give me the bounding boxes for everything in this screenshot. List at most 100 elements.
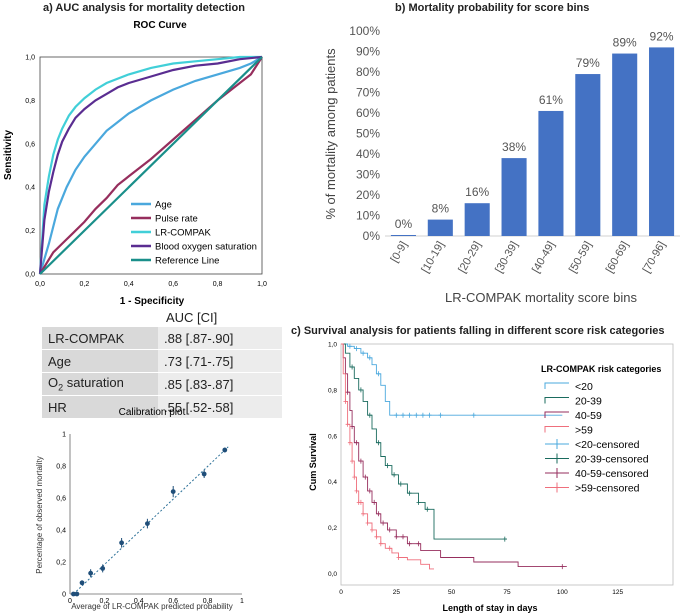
survival-plot-background <box>340 343 674 586</box>
bar-ylabel: % of mortality among patients <box>323 48 338 220</box>
survival-legend-label: >59 <box>575 425 593 437</box>
roc-ytick-label: 0,6 <box>25 141 35 148</box>
calibration-ytick-label: 1 <box>62 432 66 439</box>
bar-0-9 <box>390 235 416 236</box>
bar-value-label: 61% <box>539 93 563 107</box>
bar-ytick-label: 20% <box>356 188 380 202</box>
survival-censor-mark <box>407 412 412 418</box>
survival-censor-mark <box>358 458 363 464</box>
calibration-ytick-label: 0,8 <box>56 464 66 471</box>
bar-ytick-label: 40% <box>356 147 380 161</box>
survival-series-20 <box>341 343 563 416</box>
table-row: O2 saturation .85 [.83-.87] <box>42 372 282 396</box>
survival-legend-swatch <box>545 482 569 493</box>
survival-censor-mark <box>367 355 372 361</box>
survival-legend-label: 20-39 <box>575 396 602 408</box>
survival-legend-swatch <box>545 468 569 478</box>
survival-xtick-label: 0 <box>339 589 343 596</box>
calibration-point <box>145 521 150 526</box>
roc-legend-label: Blood oxygen saturation <box>155 242 257 253</box>
survival-censor-mark <box>394 412 399 418</box>
auc-table: AUC [CI] LR-COMPAK .88 [.87-.90] Age .73… <box>42 307 282 418</box>
bar-value-label: 8% <box>432 202 450 216</box>
survival-ytick-label: 0,0 <box>328 571 337 578</box>
survival-xlabel: Length of stay in days <box>442 603 537 613</box>
calibration-title: Calibration plot <box>119 407 186 418</box>
auc-row-label: HR <box>42 395 158 418</box>
roc-ytick-label: 0,0 <box>25 272 35 279</box>
roc-legend-label: Pulse rate <box>155 214 198 225</box>
calibration-point <box>201 471 207 477</box>
auc-table-header: AUC [CI] <box>158 307 282 327</box>
survival-censor-mark <box>345 389 350 395</box>
auc-row-label: Age <box>42 349 158 373</box>
survival-censor-mark <box>414 412 419 418</box>
auc-row-label: LR-COMPAK <box>42 326 158 350</box>
roc-legend-label: LR-COMPAK <box>155 228 211 239</box>
bar-ytick-label: 90% <box>356 45 380 59</box>
survival-censor-mark <box>401 412 405 418</box>
survival-xtick-label: 25 <box>393 589 401 596</box>
bar-ytick-label: 60% <box>356 106 380 120</box>
bar-value-label: 89% <box>613 36 637 50</box>
survival-censor-mark <box>376 371 381 377</box>
survival-censor-mark <box>407 541 412 547</box>
survival-censor-mark <box>425 506 430 512</box>
survival-censor-mark <box>350 424 355 430</box>
survival-censor-mark <box>471 412 476 418</box>
survival-censor-mark <box>367 488 372 494</box>
survival-censor-mark <box>365 520 370 526</box>
calibration-xtick-label: 1 <box>240 598 244 605</box>
bar-10-19 <box>427 219 453 236</box>
survival-censor-mark <box>416 541 421 547</box>
roc-ylabel: Sensitivity <box>3 130 14 180</box>
survival-censor-mark <box>354 440 359 446</box>
survival-censor-mark <box>387 545 392 551</box>
survival-censor-mark <box>396 555 401 560</box>
survival-censor-mark <box>376 511 381 517</box>
survival-censor-mark <box>358 387 363 393</box>
table-row: LR-COMPAK .88 [.87-.90] <box>42 326 282 350</box>
calibration-point <box>74 591 80 597</box>
auc-row-value: .55 [.52-.58] <box>158 395 282 418</box>
survival-censor-mark <box>352 474 357 480</box>
survival-censor-mark <box>378 541 383 547</box>
roc-ytick-label: 0,4 <box>25 185 35 192</box>
calibration-ylabel: Percentage of observed mortality <box>35 456 44 573</box>
bar-ytick-label: 70% <box>356 86 380 100</box>
table-row: HR .55 [.52-.58] <box>42 395 282 418</box>
roc-legend-label: Age <box>155 200 172 211</box>
survival-xtick-label: 100 <box>557 589 568 596</box>
survival-legend-swatch <box>544 411 569 418</box>
calibration-xtick-label: 0,4 <box>134 598 144 605</box>
bar-xlabel: LR-COMPAK mortality score bins <box>445 290 637 305</box>
bar-40-49 <box>538 110 564 236</box>
bar-value-label: 16% <box>465 185 489 199</box>
survival-censor-mark <box>367 412 372 418</box>
bar-ytick-label: 100% <box>349 24 380 38</box>
calibration-xtick-label: 0,6 <box>168 598 178 605</box>
roc-xlabel: 1 - Specificity <box>120 296 185 307</box>
calibration-point <box>100 566 106 571</box>
survival-legend-label: <20 <box>575 381 593 393</box>
survival-ytick-label: 0,4 <box>328 479 337 486</box>
survival-censor-mark <box>385 463 390 469</box>
survival-censor-mark <box>376 440 381 446</box>
bar-ytick-label: 30% <box>356 168 380 182</box>
bar-value-label: 79% <box>576 56 600 70</box>
survival-legend-label: >59-censored <box>575 483 640 495</box>
calibration-ytick-label: 0,4 <box>56 528 66 535</box>
bar-value-label: 38% <box>502 140 526 154</box>
survival-ylabel: Cum Survival <box>308 433 318 491</box>
roc-ytick-label: 0,8 <box>25 98 35 105</box>
roc-xtick-label: 0,0 <box>35 281 45 288</box>
survival-censor-mark <box>502 536 507 542</box>
survival-ytick-label: 0,2 <box>328 525 337 532</box>
roc-ytick-label: 0,2 <box>25 228 35 235</box>
roc-series-blood-oxygen-saturation <box>38 55 263 275</box>
auc-row-value: .73 [.71-.75] <box>158 349 282 373</box>
bar-value-label: 92% <box>650 29 674 43</box>
auc-row-value: .88 [.87-.90] <box>158 326 282 350</box>
survival-censor-mark <box>394 534 399 540</box>
